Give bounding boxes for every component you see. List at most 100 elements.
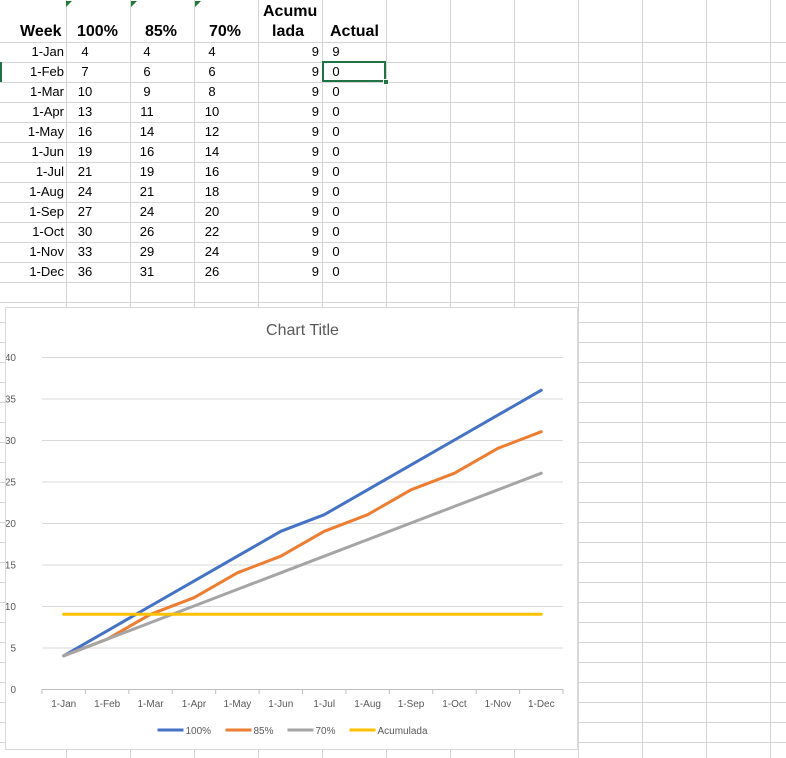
cell-p100[interactable]: 7	[81, 64, 89, 79]
cell-p70[interactable]: 6	[208, 64, 216, 79]
cell-week[interactable]: 1-Nov	[29, 244, 64, 259]
cell-acumulada[interactable]: 9	[311, 204, 319, 219]
cell-p70[interactable]: 22	[204, 224, 220, 239]
cell-actual[interactable]: 0	[332, 184, 340, 199]
fill-handle[interactable]	[383, 79, 389, 85]
cell-p70[interactable]: 20	[204, 204, 220, 219]
cell-acumulada[interactable]: 9	[311, 104, 319, 119]
cell-p100[interactable]: 19	[77, 144, 93, 159]
x-tick-label: 1-Mar	[137, 699, 164, 710]
header-week[interactable]: Week	[20, 23, 62, 40]
cell-p85[interactable]: 11	[140, 104, 154, 119]
line-chart[interactable]: Chart Title 0 5 10 15 20 25 30 35 40 1-Jan 1-Feb 1-M…	[5, 307, 578, 750]
cell-acumulada[interactable]: 9	[311, 244, 319, 259]
legend-item[interactable]: 70%	[287, 726, 336, 737]
header-actual[interactable]: Actual	[330, 23, 379, 40]
cell-actual[interactable]: 0	[332, 64, 340, 79]
cell-p85[interactable]: 31	[139, 264, 155, 279]
cell-p70[interactable]: 14	[204, 144, 220, 159]
cell-actual[interactable]: 0	[332, 144, 340, 159]
cell-p85[interactable]: 19	[139, 164, 155, 179]
cell-p70[interactable]: 8	[208, 84, 216, 99]
header-100[interactable]: 100%	[77, 23, 118, 40]
cell-acumulada[interactable]: 9	[311, 84, 319, 99]
cell-p100[interactable]: 27	[77, 204, 93, 219]
cell-p100[interactable]: 16	[77, 124, 93, 139]
cell-p70[interactable]: 24	[204, 244, 220, 259]
cell-actual[interactable]: 0	[332, 104, 340, 119]
cell-p85[interactable]: 29	[139, 244, 155, 259]
series-line-100pct[interactable]	[62, 388, 543, 658]
cell-acumulada[interactable]: 9	[311, 264, 319, 279]
cell-p70[interactable]: 26	[204, 264, 220, 279]
x-tick-label: 1-Sep	[398, 699, 425, 710]
chart-title[interactable]: Chart Title	[266, 322, 339, 339]
legend-item[interactable]: Acumulada	[349, 726, 428, 737]
cell-p70[interactable]: 10	[204, 104, 220, 119]
cell-actual[interactable]: 0	[332, 244, 340, 259]
legend-label: 85%	[254, 726, 274, 737]
series-line-85pct[interactable]	[62, 430, 543, 658]
cell-p100[interactable]: 36	[77, 264, 93, 279]
cell-week[interactable]: 1-Aug	[29, 184, 64, 199]
cell-acumulada[interactable]: 9	[311, 64, 319, 79]
cell-acumulada[interactable]: 9	[311, 224, 319, 239]
cell-week[interactable]: 1-Dec	[29, 264, 64, 279]
cell-actual[interactable]: 0	[332, 124, 340, 139]
cell-p85[interactable]: 16	[139, 144, 155, 159]
active-row-marker	[0, 62, 2, 82]
cell-week[interactable]: 1-Jul	[35, 164, 64, 179]
cell-actual[interactable]: 0	[332, 84, 340, 99]
y-tick-label: 10	[6, 602, 16, 613]
cell-week[interactable]: 1-Mar	[30, 84, 64, 99]
cell-week[interactable]: 1-Jan	[31, 44, 64, 59]
cell-p70[interactable]: 16	[204, 164, 220, 179]
x-tick-label: 1-Oct	[442, 699, 467, 710]
cell-week[interactable]: 1-Sep	[29, 204, 64, 219]
cell-p70[interactable]: 12	[204, 124, 220, 139]
cell-week[interactable]: 1-Jun	[31, 144, 64, 159]
series-line-70pct[interactable]	[62, 471, 543, 658]
cell-actual[interactable]: 0	[332, 224, 340, 239]
cell-acumulada[interactable]: 9	[311, 124, 319, 139]
error-indicator-icon	[131, 1, 137, 7]
legend-item[interactable]: 85%	[225, 726, 274, 737]
cell-p85[interactable]: 9	[143, 84, 151, 99]
cell-p100[interactable]: 4	[81, 44, 89, 59]
cell-p85[interactable]: 21	[139, 184, 155, 199]
cell-p100[interactable]: 13	[77, 104, 93, 119]
header-acumulada-line2[interactable]: lada	[272, 23, 305, 40]
legend-item[interactable]: 100%	[157, 726, 212, 737]
cell-week[interactable]: 1-May	[27, 124, 64, 139]
cell-actual[interactable]: 0	[332, 204, 340, 219]
x-tick-label: 1-Nov	[485, 699, 512, 710]
cell-p100[interactable]: 30	[77, 224, 93, 239]
cell-acumulada[interactable]: 9	[311, 44, 319, 59]
cell-p100[interactable]: 10	[77, 84, 93, 99]
cell-p100[interactable]: 21	[77, 164, 93, 179]
cell-actual[interactable]: 9	[332, 44, 340, 59]
cell-actual[interactable]: 0	[332, 264, 340, 279]
header-acumulada-line1[interactable]: Acumu	[263, 3, 318, 20]
cell-p70[interactable]: 4	[208, 44, 216, 59]
cell-p85[interactable]: 24	[139, 204, 155, 219]
header-85[interactable]: 85%	[145, 23, 178, 40]
cell-acumulada[interactable]: 9	[311, 184, 319, 199]
cell-p85[interactable]: 4	[143, 44, 151, 59]
chart-canvas: Chart Title 0 5 10 15 20 25 30 35 40 1-Jan 1-Feb 1-M…	[6, 322, 564, 737]
cell-week[interactable]: 1-Feb	[30, 64, 64, 79]
y-tick-label: 30	[6, 436, 16, 447]
cell-acumulada[interactable]: 9	[311, 144, 319, 159]
cell-p85[interactable]: 26	[139, 224, 155, 239]
cell-p100[interactable]: 24	[77, 184, 93, 199]
active-cell-selection[interactable]	[322, 61, 386, 82]
cell-week[interactable]: 1-Oct	[32, 224, 64, 239]
cell-p85[interactable]: 14	[139, 124, 155, 139]
cell-week[interactable]: 1-Apr	[32, 104, 64, 119]
cell-acumulada[interactable]: 9	[311, 164, 319, 179]
header-70[interactable]: 70%	[209, 23, 242, 40]
cell-actual[interactable]: 0	[332, 164, 340, 179]
cell-p85[interactable]: 6	[143, 64, 151, 79]
cell-p100[interactable]: 33	[77, 244, 93, 259]
cell-p70[interactable]: 18	[204, 184, 220, 199]
